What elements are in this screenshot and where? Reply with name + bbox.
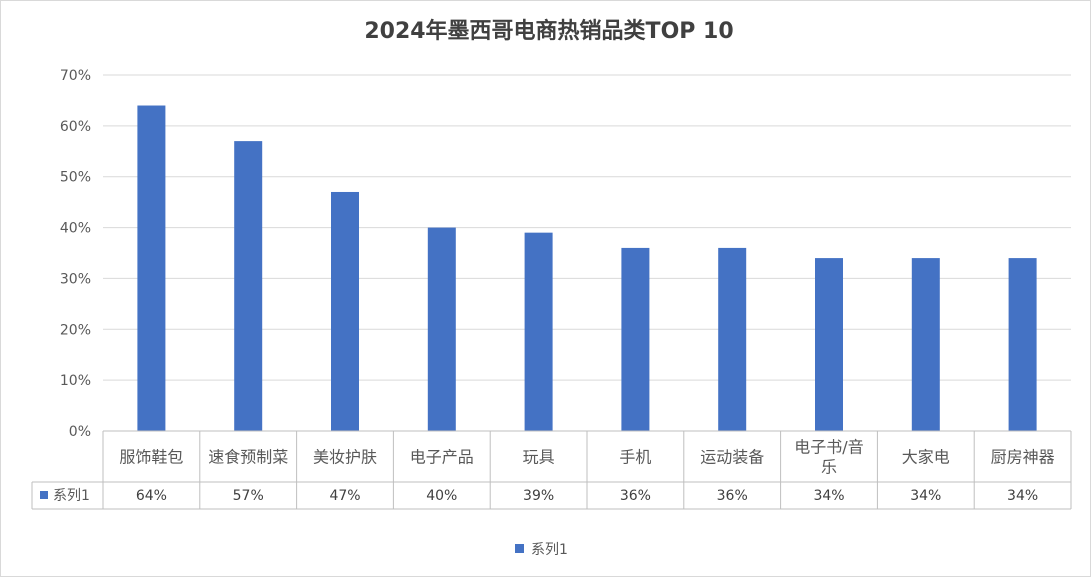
data-label: 57% [233,488,264,504]
bar [524,232,553,431]
x-tick-label: 电子书/音乐 [794,438,863,477]
y-tick-label: 70% [60,68,91,84]
data-label: 34% [813,488,844,504]
data-label: 39% [523,488,554,504]
x-tick-label: 电子产品 [410,448,474,467]
y-tick-label: 20% [60,322,91,338]
bar [331,191,359,431]
x-tick-label: 大家电 [902,448,950,467]
bar [718,247,747,431]
data-label: 40% [426,488,457,504]
y-tick-label: 50% [60,170,91,186]
table-series-name: 系列1 [53,488,90,504]
chart-title: 2024年墨西哥电商热销品类TOP 10 [364,18,733,44]
data-label: 36% [620,488,651,504]
data-label: 64% [136,488,167,504]
data-label: 34% [1007,488,1038,504]
data-label: 34% [910,488,941,504]
y-tick-label: 0% [69,424,91,440]
bar [911,258,940,431]
x-tick-label: 服饰鞋包 [119,448,183,467]
x-tick-label: 玩具 [523,448,555,467]
y-tick-label: 30% [60,271,91,287]
x-tick-label: 运动装备 [700,448,764,467]
bar [427,227,456,431]
bar [815,258,843,431]
data-label: 36% [717,488,748,504]
y-tick-label: 40% [60,221,91,237]
x-tick-label: 速食预制菜 [208,448,288,467]
y-tick-label: 60% [60,119,91,135]
legend-key [515,544,524,553]
bar [234,141,263,431]
x-tick-label: 厨房神器 [991,448,1055,467]
bar [1008,258,1037,431]
legend-label: 系列1 [531,542,568,558]
data-label: 47% [329,488,360,504]
table-legend-key [40,491,48,499]
x-tick-label: 美妆护肤 [313,448,377,467]
bar [137,105,166,431]
bar [621,247,650,431]
x-tick-label: 手机 [619,448,651,467]
y-tick-label: 10% [60,373,91,389]
